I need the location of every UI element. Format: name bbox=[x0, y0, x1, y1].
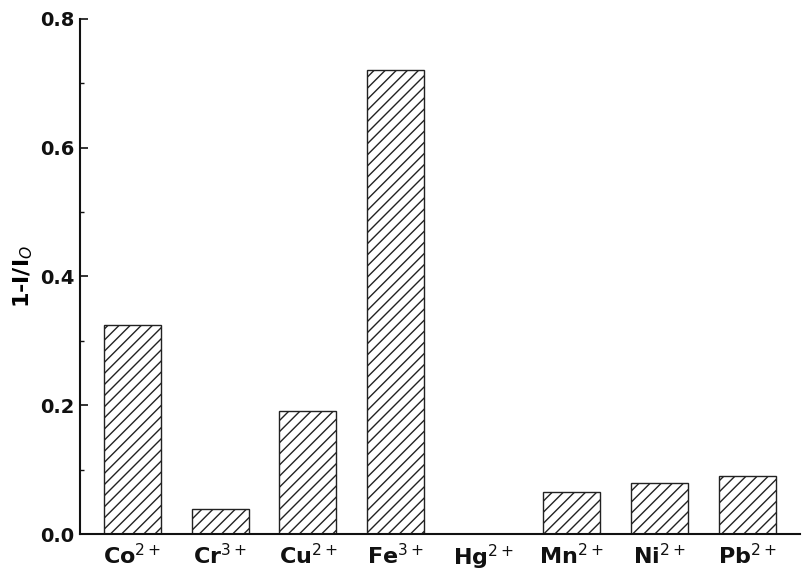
Bar bbox=[367, 70, 424, 535]
Y-axis label: 1-I/I$_O$: 1-I/I$_O$ bbox=[11, 245, 35, 308]
Bar bbox=[191, 508, 249, 535]
Bar bbox=[279, 410, 337, 535]
Bar bbox=[104, 325, 161, 535]
Bar bbox=[631, 483, 688, 535]
Bar bbox=[543, 493, 600, 535]
Bar bbox=[719, 476, 776, 535]
